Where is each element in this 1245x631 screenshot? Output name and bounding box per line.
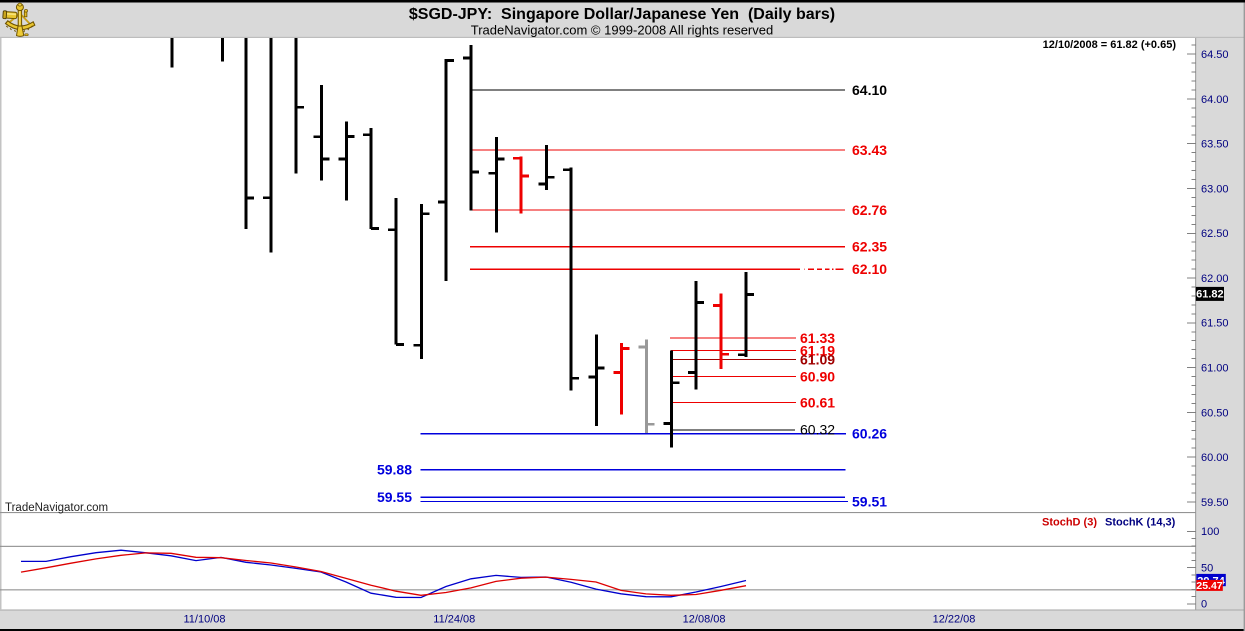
svg-text:12/08/08: 12/08/08 xyxy=(683,614,726,626)
svg-text:100: 100 xyxy=(1201,526,1219,538)
svg-text:61.09: 61.09 xyxy=(800,352,835,368)
svg-text:11/24/08: 11/24/08 xyxy=(433,614,475,626)
svg-text:$SGD-JPY: Singapore Dollar/Ja: $SGD-JPY: Singapore Dollar/Japanese Yen … xyxy=(409,6,835,23)
svg-text:64.00: 64.00 xyxy=(1201,94,1229,106)
svg-text:12/22/08: 12/22/08 xyxy=(933,614,976,626)
svg-text:12/10/2008 = 61.82 (+0.65): 12/10/2008 = 61.82 (+0.65) xyxy=(1043,39,1177,51)
svg-text:StochD (3): StochD (3) xyxy=(1042,516,1097,528)
svg-text:TradeNavigator.com © 1999-2008: TradeNavigator.com © 1999-2008 All right… xyxy=(471,22,773,37)
svg-text:60.50: 60.50 xyxy=(1201,407,1229,419)
svg-text:62.35: 62.35 xyxy=(852,239,887,255)
svg-text:59.51: 59.51 xyxy=(852,493,887,509)
svg-text:63.00: 63.00 xyxy=(1201,183,1229,195)
svg-text:60.32: 60.32 xyxy=(800,422,835,438)
svg-text:61.19: 61.19 xyxy=(800,342,835,358)
svg-text:59.88: 59.88 xyxy=(377,462,412,478)
svg-text:64.50: 64.50 xyxy=(1201,49,1229,61)
svg-text:0: 0 xyxy=(1201,599,1207,611)
svg-text:59.50: 59.50 xyxy=(1201,497,1229,509)
svg-text:60.00: 60.00 xyxy=(1201,452,1229,464)
svg-text:60.61: 60.61 xyxy=(800,394,835,410)
svg-text:60.90: 60.90 xyxy=(800,368,835,384)
svg-text:59.55: 59.55 xyxy=(377,489,412,505)
svg-text:62.50: 62.50 xyxy=(1201,228,1229,240)
svg-text:62.10: 62.10 xyxy=(852,261,887,277)
svg-text:63.50: 63.50 xyxy=(1201,139,1229,151)
svg-text:61.33: 61.33 xyxy=(800,330,835,346)
svg-text:62.76: 62.76 xyxy=(852,202,887,218)
svg-text:25.47: 25.47 xyxy=(1196,580,1222,592)
svg-text:62.00: 62.00 xyxy=(1201,273,1229,285)
svg-text:64.10: 64.10 xyxy=(852,82,887,98)
svg-text:11/10/08: 11/10/08 xyxy=(183,614,225,626)
svg-text:TradeNavigator.com: TradeNavigator.com xyxy=(5,502,108,514)
svg-text:63.43: 63.43 xyxy=(852,142,887,158)
svg-text:50: 50 xyxy=(1201,562,1213,574)
svg-text:60.26: 60.26 xyxy=(852,426,887,442)
svg-text:61.50: 61.50 xyxy=(1201,318,1229,330)
svg-text:61.82: 61.82 xyxy=(1196,289,1224,301)
svg-text:StochK (14,3): StochK (14,3) xyxy=(1105,516,1176,528)
svg-text:61.00: 61.00 xyxy=(1201,363,1229,375)
